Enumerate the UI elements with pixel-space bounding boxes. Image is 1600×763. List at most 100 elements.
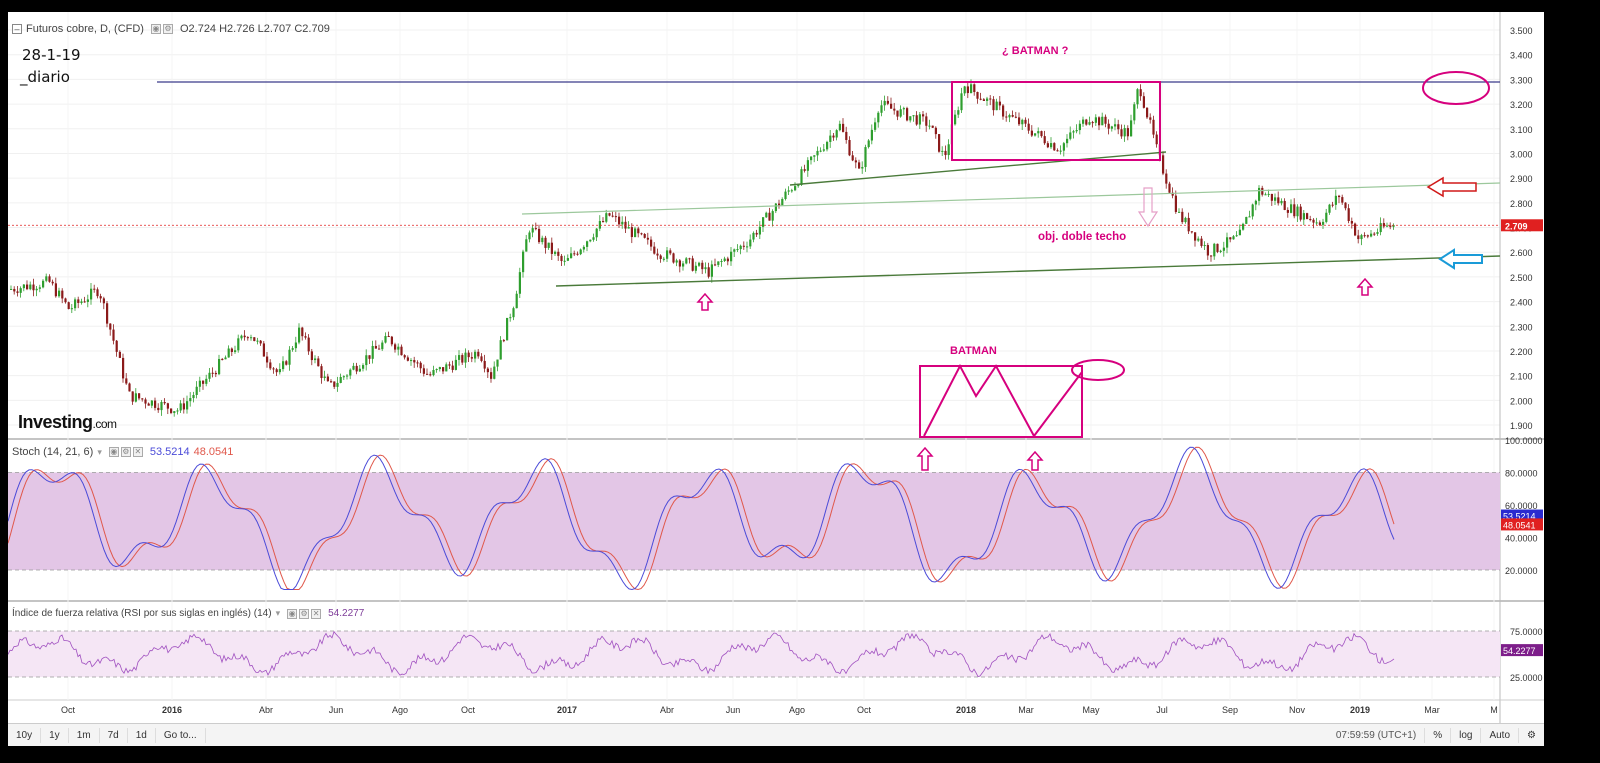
candle-body bbox=[634, 228, 637, 238]
candle-body bbox=[1219, 250, 1222, 252]
range-10y-button[interactable]: 10y bbox=[8, 727, 42, 743]
candle-body bbox=[822, 149, 825, 151]
batman-sketch-box bbox=[919, 365, 1083, 438]
candle-body bbox=[464, 352, 467, 363]
stoch-tick-label: 100.0000 bbox=[1505, 436, 1543, 446]
log-toggle[interactable]: log bbox=[1450, 727, 1480, 743]
eye-icon[interactable]: ◉ bbox=[150, 24, 161, 34]
candle-body bbox=[307, 337, 310, 352]
candle-body bbox=[240, 335, 243, 339]
settings-icon[interactable]: ⚙ bbox=[299, 608, 310, 619]
candle-body bbox=[1274, 197, 1277, 201]
range-1d-button[interactable]: 1d bbox=[128, 727, 156, 743]
candle-body bbox=[80, 301, 83, 303]
candle-body bbox=[710, 264, 713, 277]
candle-body bbox=[618, 216, 621, 225]
candle-body bbox=[630, 227, 633, 238]
candle-body bbox=[128, 383, 131, 392]
rsi-badge bbox=[1501, 644, 1543, 657]
candle-body bbox=[781, 199, 784, 206]
close-icon[interactable]: ✕ bbox=[132, 447, 143, 457]
candle-body bbox=[275, 369, 278, 373]
candle-body bbox=[141, 398, 144, 400]
candle-body bbox=[941, 150, 944, 152]
candle-body bbox=[560, 255, 563, 262]
candle-body bbox=[486, 368, 489, 373]
candle-body bbox=[848, 140, 851, 156]
candle-body bbox=[925, 116, 928, 126]
candle-body bbox=[605, 213, 608, 222]
settings-icon[interactable]: ⚙ bbox=[162, 24, 173, 34]
candle-body bbox=[374, 345, 377, 349]
candle-body bbox=[598, 221, 601, 229]
candle-body bbox=[899, 109, 902, 117]
range-1y-button[interactable]: 1y bbox=[41, 727, 69, 743]
candle-body bbox=[976, 92, 979, 99]
time-tick-label: Jun bbox=[329, 705, 344, 715]
legend-controls[interactable]: ◉ ⚙ bbox=[150, 24, 173, 34]
chevron-down-icon[interactable]: ▾ bbox=[97, 446, 102, 457]
candle-body bbox=[336, 382, 339, 387]
gear-icon[interactable]: ⚙ bbox=[1518, 727, 1544, 743]
candle-body bbox=[166, 403, 169, 409]
settings-icon[interactable]: ⚙ bbox=[120, 447, 131, 457]
stoch-controls[interactable]: ◉ ⚙ ✕ bbox=[108, 447, 143, 457]
eye-icon[interactable]: ◉ bbox=[108, 447, 119, 457]
candle-body bbox=[928, 125, 931, 127]
up-arrow-icon bbox=[916, 446, 934, 471]
candle-body bbox=[195, 386, 198, 395]
neckline bbox=[789, 151, 1167, 186]
chevron-down-icon[interactable]: ▾ bbox=[275, 608, 281, 618]
candle-body bbox=[854, 160, 857, 163]
candle-body bbox=[1322, 221, 1325, 225]
candle-body bbox=[147, 403, 150, 406]
percent-toggle[interactable]: % bbox=[1424, 727, 1450, 743]
close-icon[interactable]: ✕ bbox=[311, 608, 322, 619]
batman-sketch-ellipse bbox=[1071, 359, 1125, 381]
candle-body bbox=[547, 242, 550, 248]
candle-body bbox=[1386, 225, 1389, 227]
candle-body bbox=[35, 288, 38, 291]
last-price-badge bbox=[1501, 219, 1543, 232]
candle-body bbox=[880, 105, 883, 113]
candle-body bbox=[470, 357, 473, 359]
candle-body bbox=[538, 228, 541, 243]
candle-body bbox=[1053, 143, 1056, 151]
auto-toggle[interactable]: Auto bbox=[1480, 727, 1518, 743]
range-7d-button[interactable]: 7d bbox=[100, 727, 128, 743]
collapse-icon[interactable]: – bbox=[12, 24, 22, 34]
candle-body bbox=[1245, 217, 1248, 224]
annotation-batman: BATMAN bbox=[950, 345, 997, 357]
candle-body bbox=[771, 211, 774, 221]
candle-body bbox=[1021, 119, 1024, 125]
eye-icon[interactable]: ◉ bbox=[287, 608, 298, 619]
candle-body bbox=[1162, 155, 1165, 174]
chart-canvas[interactable]: 3.500 3.400 3.300 3.200 3.100 3.000 2.900 2.800… bbox=[8, 12, 1544, 723]
candle-body bbox=[1293, 204, 1296, 217]
candle-body bbox=[646, 237, 649, 240]
rsi-controls[interactable]: ◉ ⚙ ✕ bbox=[287, 608, 322, 619]
candle-body bbox=[38, 287, 41, 289]
candle-body bbox=[189, 398, 192, 402]
candle-body bbox=[1270, 193, 1273, 201]
candle-body bbox=[1373, 233, 1376, 235]
candle-body bbox=[1264, 194, 1267, 196]
candle-body bbox=[317, 358, 320, 367]
rsi-band bbox=[8, 631, 1500, 677]
candle-body bbox=[1370, 233, 1373, 237]
candle-body bbox=[496, 359, 499, 367]
price-tick-label: 1.900 bbox=[1510, 421, 1533, 431]
candle-body bbox=[22, 284, 25, 289]
range-1m-button[interactable]: 1m bbox=[69, 727, 100, 743]
stoch-k-line bbox=[8, 446, 1395, 591]
candle-body bbox=[938, 134, 941, 152]
candle-body bbox=[1130, 120, 1133, 137]
candle-body bbox=[259, 340, 262, 344]
candle-body bbox=[1011, 115, 1014, 117]
candle-body bbox=[861, 167, 864, 169]
candle-body bbox=[806, 160, 809, 171]
goto-button[interactable]: Go to... bbox=[156, 727, 206, 743]
candle-body bbox=[726, 258, 729, 262]
candle-body bbox=[1152, 119, 1155, 135]
candle-body bbox=[1194, 232, 1197, 241]
